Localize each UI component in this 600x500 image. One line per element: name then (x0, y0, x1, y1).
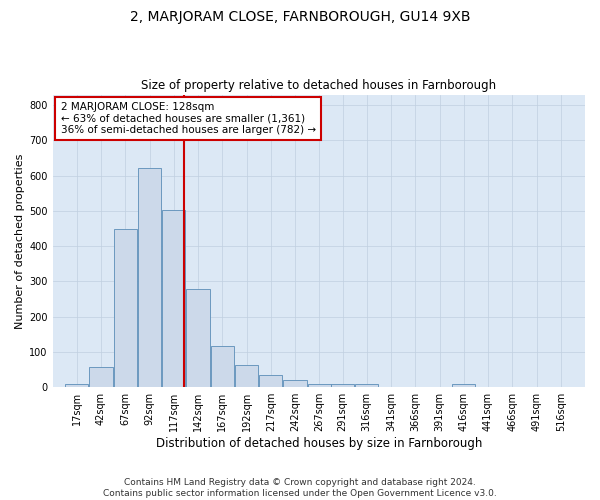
Bar (138, 168, 161, 387)
Bar (162, 210, 185, 387)
Text: Contains HM Land Registry data © Crown copyright and database right 2024.
Contai: Contains HM Land Registry data © Crown c… (103, 478, 497, 498)
Bar (259, 374, 283, 387)
Bar (113, 229, 137, 387)
Bar (452, 384, 475, 387)
Bar (331, 384, 354, 387)
Bar (308, 384, 331, 387)
Title: Size of property relative to detached houses in Farnborough: Size of property relative to detached ho… (141, 79, 496, 92)
Bar (89, 367, 113, 387)
Text: 2, MARJORAM CLOSE, FARNBOROUGH, GU14 9XB: 2, MARJORAM CLOSE, FARNBOROUGH, GU14 9XB (130, 10, 470, 24)
Text: 2 MARJORAM CLOSE: 128sqm
← 63% of detached houses are smaller (1,361)
36% of sem: 2 MARJORAM CLOSE: 128sqm ← 63% of detach… (61, 102, 316, 135)
Bar (211, 346, 234, 387)
Bar (187, 289, 209, 387)
Bar (355, 384, 379, 387)
Y-axis label: Number of detached properties: Number of detached properties (15, 153, 25, 328)
Bar (65, 384, 88, 387)
Bar (283, 380, 307, 387)
X-axis label: Distribution of detached houses by size in Farnborough: Distribution of detached houses by size … (155, 437, 482, 450)
Bar (235, 364, 258, 387)
